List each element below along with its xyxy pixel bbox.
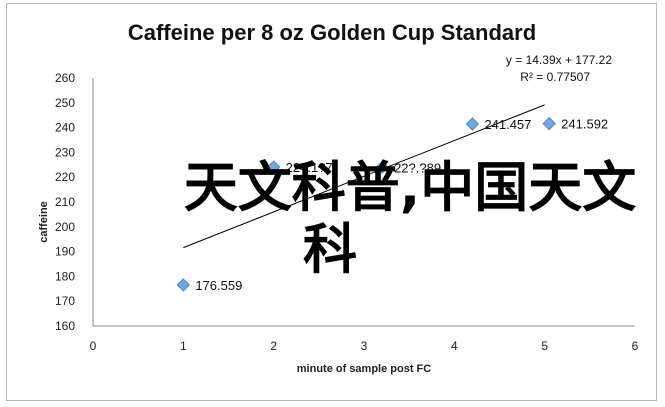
chart-frame xyxy=(6,3,657,401)
x-axis-label: minute of sample post FC xyxy=(297,363,432,375)
y-tick-label: 260 xyxy=(55,71,75,85)
y-axis-ticks: 160 170 180 190 200 210 220 230 240 250 260 xyxy=(55,71,75,333)
y-tick-label: 230 xyxy=(55,145,75,159)
data-point-marker xyxy=(465,117,480,131)
trendline-r-squared: R² = 0.77507 xyxy=(520,70,590,84)
x-tick-label: 1 xyxy=(180,339,187,353)
chart-title: Caffeine per 8 oz Golden Cup Standard xyxy=(128,20,536,45)
trendline-equation: y = 14.39x + 177.22 xyxy=(506,53,612,67)
overlay-text-line2: 科 xyxy=(303,218,357,281)
y-tick-label: 190 xyxy=(55,245,75,259)
overlay-text-line1: 天文科普,中国天文 xyxy=(184,156,637,219)
x-tick-label: 4 xyxy=(451,339,458,353)
data-point-marker xyxy=(542,116,556,131)
data-point-marker xyxy=(266,160,281,174)
y-tick-label: 220 xyxy=(55,170,75,184)
trendline xyxy=(183,104,545,249)
data-points: 176.559 224.1?7 22?.?89 241.457 241.592 xyxy=(176,116,608,293)
x-tick-label: 0 xyxy=(90,339,97,353)
y-tick-label: 200 xyxy=(55,220,75,234)
y-axis-label: caffeine xyxy=(38,201,50,243)
data-point-label: 224.1?7 xyxy=(286,160,333,175)
data-point-label: 176.559 xyxy=(195,278,242,293)
x-tick-label: 5 xyxy=(541,339,548,353)
x-tick-label: 2 xyxy=(270,339,277,353)
x-axis-ticks: 0 1 2 3 4 5 6 xyxy=(90,339,639,353)
y-tick-label: 160 xyxy=(55,319,75,333)
data-point-marker xyxy=(375,160,389,174)
data-point-label: 22?.?89 xyxy=(394,160,441,175)
data-point-label: 241.592 xyxy=(561,117,608,132)
y-tick-label: 240 xyxy=(55,121,75,135)
x-tick-label: 6 xyxy=(632,339,639,353)
data-point-marker xyxy=(176,278,191,292)
x-tick-label: 3 xyxy=(361,339,368,353)
y-tick-label: 210 xyxy=(55,195,75,209)
y-tick-label: 170 xyxy=(55,294,75,308)
y-tick-label: 250 xyxy=(55,96,75,110)
data-point-label: 241.457 xyxy=(484,117,531,132)
y-tick-label: 180 xyxy=(55,269,75,283)
